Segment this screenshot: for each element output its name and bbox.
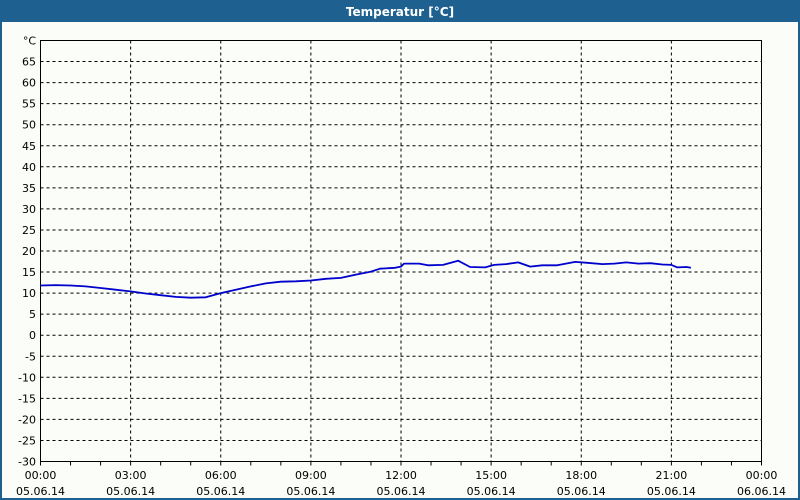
svg-text:10: 10	[22, 287, 36, 300]
svg-text:35: 35	[22, 182, 36, 195]
svg-text:21:00: 21:00	[656, 469, 688, 482]
svg-text:05.06.14: 05.06.14	[196, 485, 245, 498]
svg-text:-30: -30	[18, 456, 36, 469]
svg-text:00:00: 00:00	[25, 469, 57, 482]
svg-text:-20: -20	[18, 413, 36, 426]
svg-text:12:00: 12:00	[385, 469, 417, 482]
x-gridlines	[130, 40, 672, 462]
svg-text:18:00: 18:00	[565, 469, 597, 482]
x-axis-labels: 00:00 05.06.14 03:00 05.06.14 06:00 05.06.14 0…	[16, 469, 786, 498]
svg-text:05.06.14: 05.06.14	[16, 485, 65, 498]
window-title: Temperatur [°C]	[345, 5, 455, 19]
svg-text:05.06.14: 05.06.14	[286, 485, 335, 498]
svg-text:5: 5	[29, 308, 36, 321]
svg-text:00:00: 00:00	[746, 469, 778, 482]
y-axis-labels: -30 -25 -20 -15 -10 -5 0 5 10 15 20 25 30 35 40 45 50 55 6…	[18, 56, 36, 469]
svg-text:20: 20	[22, 245, 36, 258]
svg-text:09:00: 09:00	[295, 469, 327, 482]
svg-text:25: 25	[22, 224, 36, 237]
window-titlebar[interactable]: Temperatur [°C]	[2, 2, 798, 22]
svg-text:15: 15	[22, 266, 36, 279]
y-unit-label: °C	[23, 35, 37, 48]
temperature-line	[40, 259, 692, 299]
svg-text:-10: -10	[18, 371, 36, 384]
svg-text:30: 30	[22, 203, 36, 216]
y-axis-unit: °C	[23, 35, 37, 48]
svg-text:06.06.14: 06.06.14	[737, 485, 786, 498]
svg-text:06:00: 06:00	[205, 469, 237, 482]
svg-text:05.06.14: 05.06.14	[377, 485, 426, 498]
svg-text:03:00: 03:00	[115, 469, 147, 482]
svg-text:-5: -5	[25, 350, 36, 363]
svg-text:05.06.14: 05.06.14	[557, 485, 606, 498]
svg-text:-25: -25	[18, 434, 36, 447]
svg-text:0: 0	[29, 329, 36, 342]
svg-text:50: 50	[22, 119, 36, 132]
svg-text:15:00: 15:00	[475, 469, 507, 482]
svg-text:45: 45	[22, 140, 36, 153]
svg-text:05.06.14: 05.06.14	[106, 485, 155, 498]
svg-text:05.06.14: 05.06.14	[647, 485, 696, 498]
svg-text:60: 60	[22, 77, 36, 90]
svg-text:-15: -15	[18, 392, 36, 405]
svg-text:55: 55	[22, 98, 36, 111]
svg-text:05.06.14: 05.06.14	[467, 485, 516, 498]
svg-text:40: 40	[22, 161, 36, 174]
x-axis-ticks	[40, 461, 762, 466]
svg-text:65: 65	[22, 56, 36, 69]
